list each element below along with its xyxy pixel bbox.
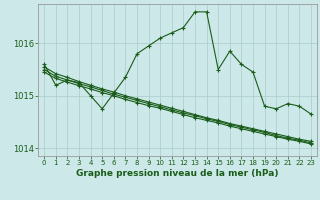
X-axis label: Graphe pression niveau de la mer (hPa): Graphe pression niveau de la mer (hPa)	[76, 169, 279, 178]
